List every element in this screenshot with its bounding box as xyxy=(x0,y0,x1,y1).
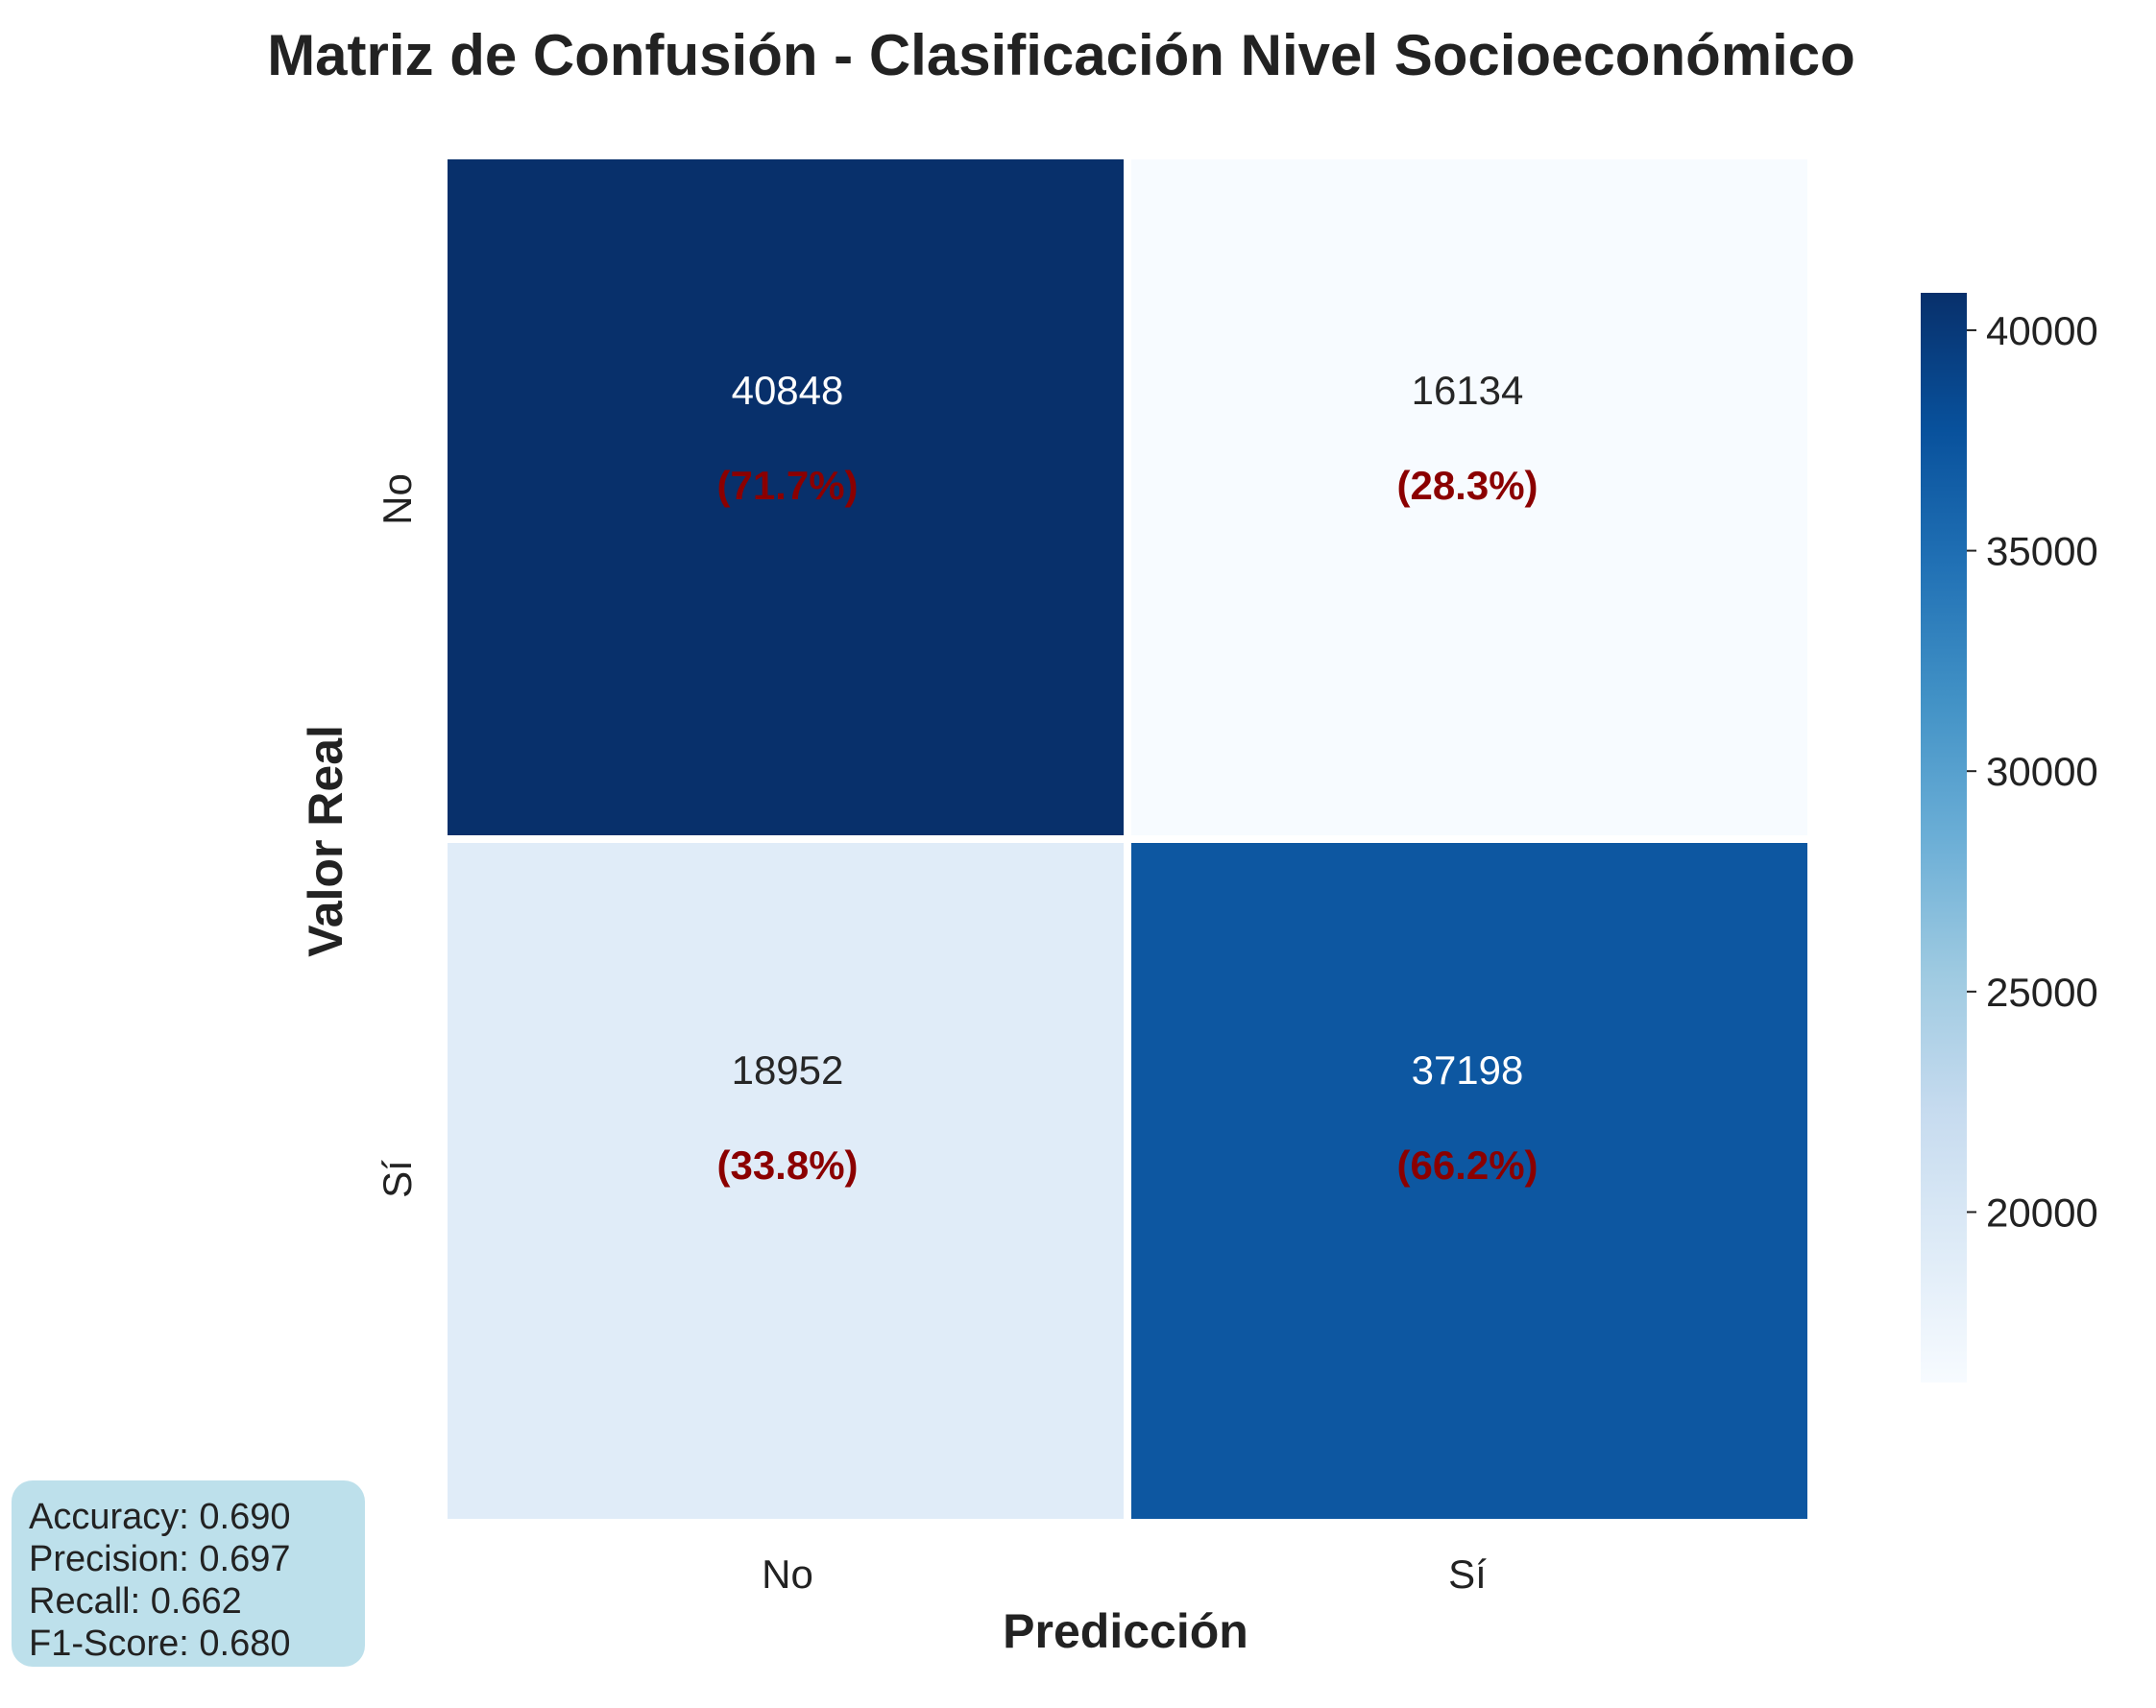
colorbar-ticks: 20000 25000 30000 35000 40000 xyxy=(1967,308,2098,1235)
heatmap-cell xyxy=(448,159,1124,835)
y-tick-label: Sí xyxy=(375,1160,420,1198)
heatmap-cells xyxy=(448,159,1807,1519)
accuracy-metric: Accuracy: 0.690 xyxy=(29,1497,291,1537)
x-axis-label: Predicción xyxy=(1003,1604,1248,1658)
cell-percent-label: (71.7%) xyxy=(716,463,858,508)
metrics-box xyxy=(12,1480,365,1667)
heatmap-cell xyxy=(1131,159,1807,835)
cell-percent-label: (33.8%) xyxy=(716,1143,858,1188)
cell-count-label: 18952 xyxy=(732,1047,844,1093)
cell-percent-label: (66.2%) xyxy=(1396,1143,1538,1188)
x-tick-label: Sí xyxy=(1448,1552,1487,1597)
chart-title: Matriz de Confusión - Clasificación Nive… xyxy=(267,23,1855,87)
cell-count-label: 37198 xyxy=(1412,1047,1524,1093)
heatmap-cell xyxy=(1131,843,1807,1519)
colorbar-tick-label: 20000 xyxy=(1986,1190,2098,1235)
y-axis-label: Valor Real xyxy=(299,725,352,957)
colorbar-tick-label: 35000 xyxy=(1986,529,2098,574)
precision-metric: Precision: 0.697 xyxy=(29,1539,291,1579)
heatmap-cell-labels: 40848 (71.7%) 16134 (28.3%) 18952 (33.8%) 3719… xyxy=(716,368,1538,1188)
f1-score-metric: F1-Score: 0.680 xyxy=(29,1624,291,1664)
cell-count-label: 16134 xyxy=(1412,368,1524,413)
colorbar-tick-label: 25000 xyxy=(1986,970,2098,1015)
metrics-text: Accuracy: 0.690 Precision: 0.697 Recall:… xyxy=(29,1496,355,1665)
x-tick-label: No xyxy=(762,1552,813,1597)
y-tick-label: No xyxy=(375,473,420,525)
cell-percent-label: (28.3%) xyxy=(1396,463,1538,508)
colorbar-tick-label: 40000 xyxy=(1986,308,2098,353)
colorbar xyxy=(1921,293,1967,1383)
cell-count-label: 40848 xyxy=(732,368,844,413)
heatmap-cell xyxy=(448,843,1124,1519)
colorbar-tick-label: 30000 xyxy=(1986,749,2098,794)
recall-metric: Recall: 0.662 xyxy=(29,1581,242,1622)
y-tick-labels: No Sí xyxy=(375,473,420,1198)
x-tick-labels: No Sí xyxy=(762,1552,1487,1597)
